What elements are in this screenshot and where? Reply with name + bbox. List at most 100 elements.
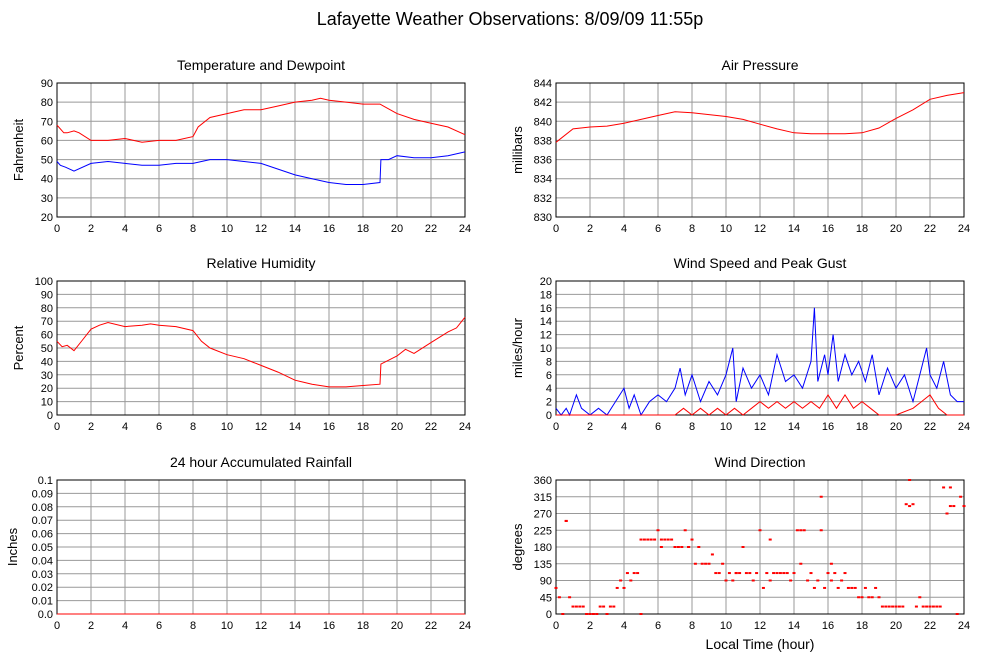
direction-point (738, 572, 742, 575)
rain-ylabel: Inches (5, 527, 20, 566)
direction-point (751, 579, 755, 582)
direction-point (639, 613, 643, 615)
direction-point (870, 596, 874, 599)
wind-ytick-label: 14 (540, 316, 552, 328)
direction-point (639, 538, 643, 541)
direction-ytick-label: 0 (546, 609, 552, 621)
temp-xtick-label: 24 (459, 223, 471, 235)
direction-point (721, 562, 725, 565)
direction-point (625, 572, 629, 575)
pressure-ytick-label: 836 (534, 155, 552, 167)
direction-point (877, 596, 881, 599)
humidity-ytick-label: 30 (41, 370, 53, 382)
pressure-xtick-label: 16 (822, 223, 834, 235)
wind-xtick-label: 6 (655, 421, 661, 433)
direction-point (663, 538, 667, 541)
direction-point (557, 596, 561, 599)
direction-xtick-label: 4 (621, 620, 627, 632)
direction-point (591, 613, 595, 615)
wind-ylabel: miles/hour (510, 317, 525, 378)
humidity-xtick-label: 18 (357, 421, 369, 433)
direction-xlabel: Local Time (hour) (706, 636, 815, 652)
direction-point (782, 572, 786, 575)
direction-point (693, 562, 697, 565)
direction-ytick-label: 90 (540, 576, 552, 588)
wind-xtick-label: 18 (856, 421, 868, 433)
pressure-xtick-label: 18 (856, 223, 868, 235)
rain-ytick-label: 0.02 (32, 582, 53, 594)
humidity-xtick-label: 14 (289, 421, 301, 433)
humidity-xtick-label: 24 (459, 421, 471, 433)
direction-point (897, 605, 901, 608)
temp-series-line-0 (56, 97, 466, 143)
temp-series-line-1 (56, 151, 466, 185)
rain-xtick-label: 10 (221, 620, 233, 632)
direction-point (918, 596, 922, 599)
direction-point (649, 538, 653, 541)
direction-point (554, 586, 558, 589)
temp-ytick-label: 60 (41, 135, 53, 147)
direction-point (734, 572, 738, 575)
pressure-xtick-label: 14 (788, 223, 800, 235)
direction-point (659, 546, 663, 548)
pressure-xtick-label: 12 (754, 223, 766, 235)
temp-ytick-label: 90 (41, 78, 53, 90)
direction-xtick-label: 6 (655, 620, 661, 632)
humidity-ytick-label: 70 (41, 316, 53, 328)
humidity-ytick-label: 10 (41, 397, 53, 409)
direction-point (585, 613, 589, 615)
pressure-xtick-label: 8 (689, 223, 695, 235)
pressure-xtick-label: 22 (924, 223, 936, 235)
direction-point (605, 613, 609, 615)
direction-point (884, 605, 888, 608)
temp-xtick-label: 6 (156, 223, 162, 235)
wind-xtick-label: 16 (822, 421, 834, 433)
pressure-xtick-label: 10 (720, 223, 732, 235)
direction-point (846, 586, 850, 589)
direction-point (622, 586, 626, 589)
direction-point (602, 605, 606, 608)
rain-xtick-label: 12 (255, 620, 267, 632)
direction-point (670, 538, 674, 541)
direction-point (799, 562, 803, 565)
direction-point (653, 538, 657, 541)
direction-point (959, 495, 963, 498)
rain-xtick-label: 22 (425, 620, 437, 632)
direction-point (561, 613, 565, 615)
direction-point (642, 538, 646, 541)
humidity-xtick-label: 2 (88, 421, 94, 433)
direction-point (588, 613, 592, 615)
pressure-ytick-label: 838 (534, 135, 552, 147)
direction-point (659, 538, 663, 541)
direction-point (646, 538, 650, 541)
wind-series-line-1 (556, 393, 964, 416)
rain-ytick-label: 0.04 (32, 555, 53, 567)
direction-ytick-label: 135 (534, 559, 552, 571)
direction-point (863, 586, 867, 589)
direction-xtick-label: 14 (788, 620, 800, 632)
direction-point (710, 553, 714, 556)
direction-ytick-label: 45 (540, 592, 552, 604)
direction-point (812, 586, 816, 589)
pressure-ytick-label: 842 (534, 97, 552, 109)
humidity-ytick-label: 0 (47, 410, 53, 422)
direction-point (574, 605, 578, 608)
direction-point (931, 605, 935, 608)
pressure-title: Air Pressure (721, 57, 798, 73)
pressure-xtick-label: 4 (621, 223, 627, 235)
direction-point (768, 579, 772, 582)
direction-point (867, 596, 871, 599)
temp-title: Temperature and Dewpoint (177, 57, 345, 73)
temp-xtick-label: 10 (221, 223, 233, 235)
humidity-ytick-label: 80 (41, 303, 53, 315)
temp-xtick-label: 4 (122, 223, 128, 235)
wind-xtick-label: 14 (788, 421, 800, 433)
direction-xtick-label: 16 (822, 620, 834, 632)
temp-xtick-label: 0 (54, 223, 60, 235)
direction-point (962, 505, 966, 508)
direction-point (816, 579, 820, 582)
direction-xtick-label: 20 (890, 620, 902, 632)
